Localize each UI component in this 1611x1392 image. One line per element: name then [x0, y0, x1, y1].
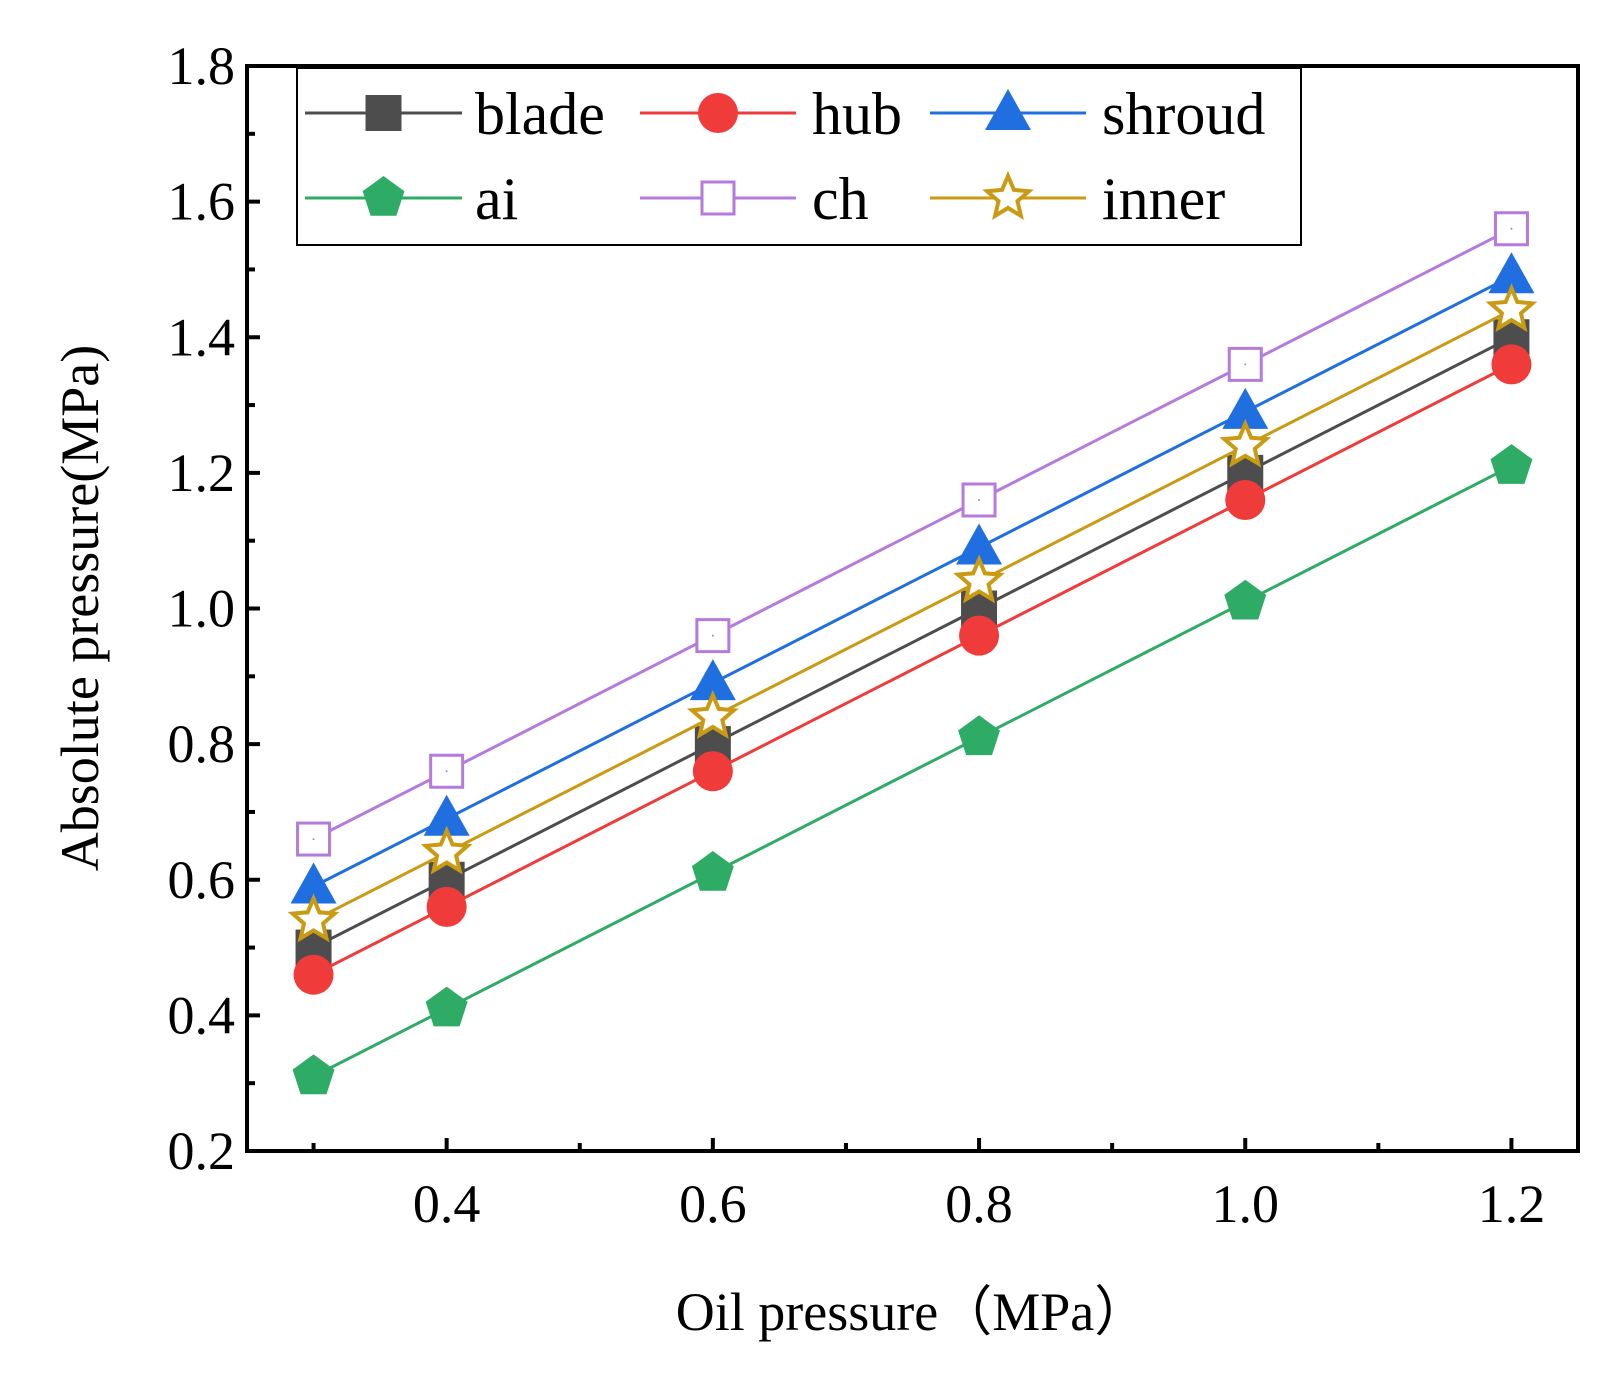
- data-point-center-ch: [978, 499, 981, 501]
- data-point-shroud: [956, 523, 1003, 565]
- data-point-ai: [691, 851, 734, 891]
- series-blade: [295, 319, 1530, 966]
- data-point-center-ch: [711, 634, 714, 637]
- y-tick-label: 1.8: [168, 36, 236, 96]
- legend-marker-inner: [982, 170, 1034, 220]
- legend-marker-shroud: [985, 89, 1031, 130]
- plot-series: [287, 211, 1538, 1095]
- legend-marker-hub: [698, 93, 738, 133]
- y-tick-label: 1.4: [168, 307, 236, 367]
- y-tick-label: 0.2: [168, 1121, 236, 1181]
- legend-item-blade: blade: [305, 81, 605, 147]
- y-tick-label: 0.4: [168, 985, 236, 1045]
- y-axis-title: Absolute pressure(MPa): [50, 345, 110, 871]
- data-point-inner: [287, 893, 340, 943]
- series-hub: [293, 344, 1532, 995]
- data-point-inner: [1219, 418, 1272, 468]
- x-tick-label: 1.2: [1478, 1174, 1546, 1234]
- data-point-ai: [292, 1054, 335, 1095]
- data-point-shroud: [1222, 387, 1269, 429]
- data-point-center-ch: [1510, 227, 1513, 230]
- series-line-ai: [312, 464, 1513, 1078]
- x-tick-label: 0.6: [679, 1174, 747, 1234]
- data-point-shroud: [423, 794, 470, 836]
- legend: blade hub shroud ai ch inner: [296, 67, 1302, 246]
- series-inner: [287, 282, 1538, 943]
- legend-label-blade: blade: [475, 81, 605, 147]
- x-tick-label: 0.8: [945, 1174, 1013, 1234]
- plot-frame: [245, 64, 1580, 1153]
- series-line-inner: [312, 308, 1513, 922]
- data-point-inner: [687, 689, 739, 739]
- data-point-hub: [692, 751, 733, 792]
- series-line-blade: [312, 335, 1513, 949]
- y-tick-label: 1.6: [168, 172, 236, 232]
- legend-label-inner: inner: [1102, 166, 1225, 232]
- legend-label-hub: hub: [812, 81, 902, 147]
- data-point-hub: [426, 886, 467, 927]
- y-tick-label: 1.0: [168, 579, 236, 639]
- legend-marker-blade: [365, 95, 402, 131]
- legend-item-ai: ai: [305, 166, 518, 232]
- y-tick-label: 0.6: [168, 850, 236, 910]
- legend-box: [296, 67, 1302, 246]
- legend-label-shroud: shroud: [1102, 81, 1265, 147]
- data-point-inner: [953, 554, 1005, 604]
- data-point-ai: [1490, 444, 1533, 484]
- series-line-ch: [312, 227, 1513, 841]
- data-point-ai: [1224, 579, 1267, 620]
- x-tick-label: 0.4: [413, 1174, 481, 1234]
- data-point-hub: [1225, 480, 1266, 520]
- data-point-center-ch: [445, 770, 448, 773]
- x-axis-title: Oil pressure（MPa）: [676, 1282, 1148, 1342]
- legend-item-shroud: shroud: [930, 81, 1265, 147]
- series-ai: [292, 444, 1533, 1095]
- data-point-hub: [959, 615, 1000, 656]
- data-point-shroud: [689, 659, 736, 701]
- legend-label-ai: ai: [475, 166, 518, 232]
- series-shroud: [290, 252, 1535, 904]
- data-point-hub: [293, 954, 334, 995]
- y-tick-label: 1.2: [168, 443, 236, 503]
- legend-marker-ch: [700, 180, 736, 216]
- data-point-ai: [425, 986, 468, 1027]
- data-point-inner: [420, 825, 473, 875]
- data-point-inner: [1485, 282, 1538, 333]
- data-point-hub: [1491, 344, 1532, 385]
- data-point-shroud: [290, 862, 337, 904]
- legend-item-hub: hub: [640, 81, 902, 147]
- legend-marker-ai: [362, 176, 405, 216]
- x-tick-label: 1.0: [1212, 1174, 1280, 1234]
- data-point-shroud: [1488, 252, 1535, 294]
- legend-item-inner: inner: [930, 166, 1225, 232]
- data-point-center-ch: [1244, 363, 1247, 366]
- data-point-center-ch: [312, 838, 315, 841]
- legend-label-ch: ch: [812, 166, 869, 232]
- series-ch: [296, 211, 1529, 857]
- y-tick-label: 0.8: [168, 714, 236, 774]
- series-line-shroud: [312, 274, 1513, 888]
- series-line-hub: [312, 363, 1513, 977]
- data-point-ai: [958, 715, 1000, 756]
- legend-item-ch: ch: [640, 166, 869, 232]
- axis-ticks: 0.2 0.4 0.6 0.8 1.0 1.2 1.4 1.6 1.8 0.4 0.6 0.8 1.0 1…: [168, 36, 1546, 1234]
